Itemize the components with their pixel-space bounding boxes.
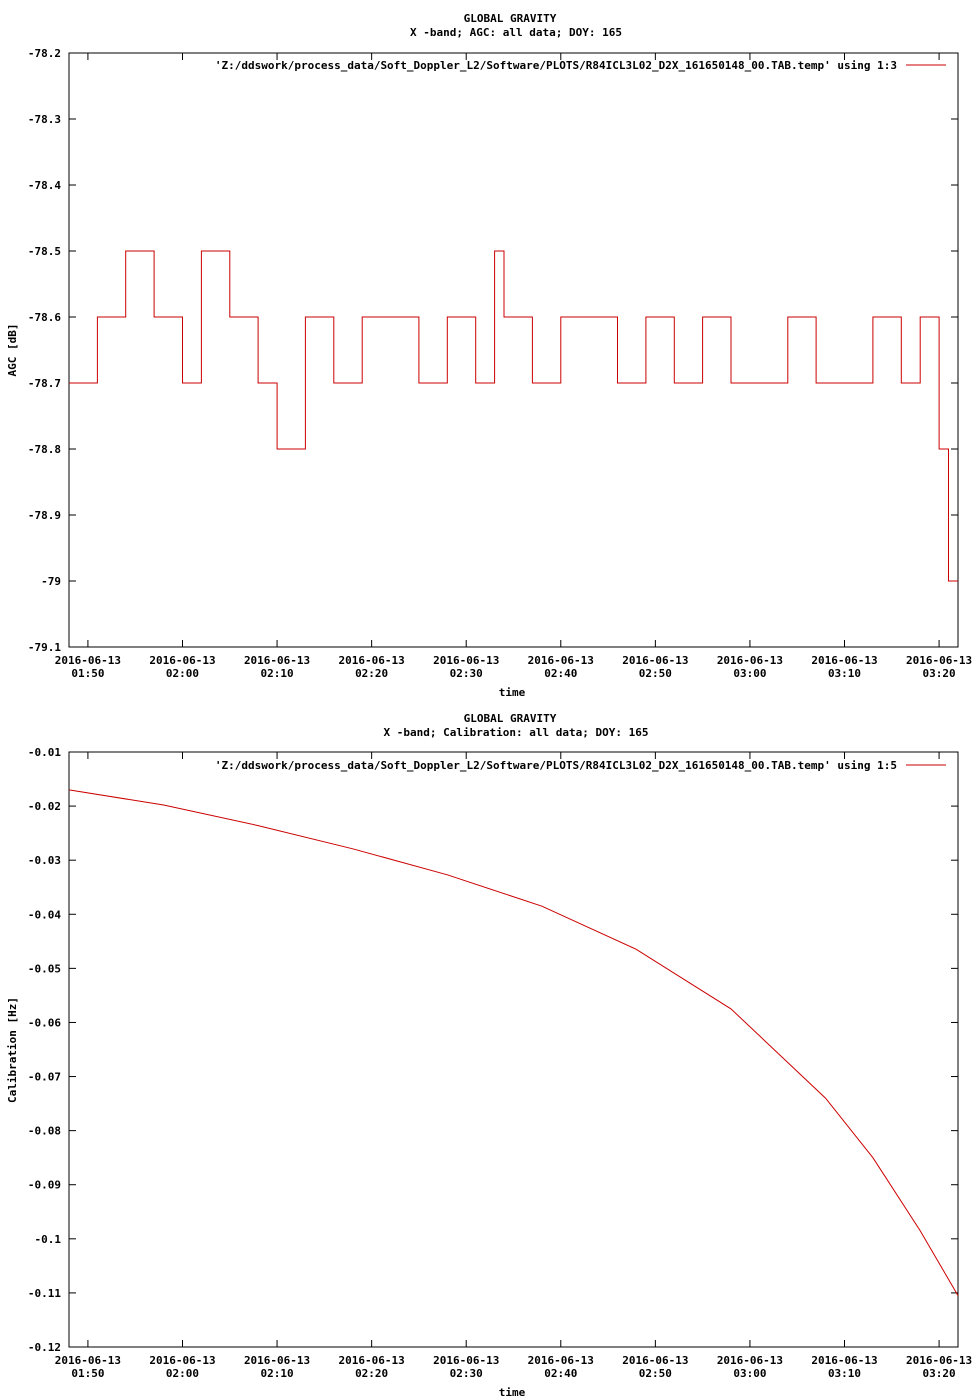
agc-y-tick-label: -78.8	[28, 443, 61, 456]
calibration-y-tick-label: -0.02	[28, 800, 61, 813]
calibration-x-tick-time: 02:20	[355, 1367, 388, 1380]
agc-x-tick-time: 02:50	[639, 667, 672, 680]
agc-x-tick-date: 2016-06-13	[528, 654, 594, 667]
calibration-x-tick-time: 01:50	[71, 1367, 104, 1380]
agc-y-tick-label: -78.3	[28, 113, 61, 126]
agc-x-tick-time: 02:30	[450, 667, 483, 680]
agc-x-tick-date: 2016-06-13	[149, 654, 215, 667]
agc-panel: GLOBAL GRAVITY X -band; AGC: all data; D…	[6, 12, 972, 699]
calibration-x-axis: 2016-06-1301:502016-06-1302:002016-06-13…	[55, 752, 972, 1380]
agc-x-axis-label: time	[499, 686, 526, 699]
calibration-y-tick-label: -0.05	[28, 962, 61, 975]
calibration-x-tick-time: 03:00	[733, 1367, 766, 1380]
agc-y-tick-label: -79	[41, 575, 61, 588]
calibration-x-tick-date: 2016-06-13	[622, 1354, 688, 1367]
agc-x-tick-time: 02:10	[261, 667, 294, 680]
agc-y-axis-label: AGC [dB]	[6, 324, 19, 377]
calibration-x-tick-time: 03:20	[923, 1367, 956, 1380]
calibration-y-tick-label: -0.09	[28, 1179, 61, 1192]
calibration-x-tick-time: 02:50	[639, 1367, 672, 1380]
agc-x-tick-time: 02:00	[166, 667, 199, 680]
calibration-x-axis-label: time	[499, 1386, 526, 1399]
calibration-chart-subtitle: X -band; Calibration: all data; DOY: 165	[384, 726, 649, 739]
agc-y-tick-label: -78.6	[28, 311, 61, 324]
agc-y-axis: -78.2 -78.3 -78.4 -78.5 -78.6 -78.7 -78.8 -78.9…	[28, 47, 958, 654]
agc-plot-frame	[68, 52, 959, 648]
agc-chart-subtitle: X -band; AGC: all data; DOY: 165	[410, 26, 622, 39]
calibration-x-tick-date: 2016-06-13	[339, 1354, 405, 1367]
calibration-y-tick-label: -0.01	[28, 746, 61, 759]
agc-x-tick-time: 01:50	[71, 667, 104, 680]
calibration-x-tick-date: 2016-06-13	[149, 1354, 215, 1367]
calibration-y-tick-label: -0.1	[35, 1233, 62, 1246]
calibration-chart-title: GLOBAL GRAVITY	[464, 712, 557, 725]
calibration-x-tick-time: 02:30	[450, 1367, 483, 1380]
calibration-y-axis-label: Calibration [Hz]	[6, 997, 19, 1103]
agc-y-tick-label: -78.9	[28, 509, 61, 522]
calibration-series-line	[68, 789, 959, 1296]
calibration-y-tick-label: -0.11	[28, 1287, 61, 1300]
calibration-y-tick-label: -0.06	[28, 1016, 61, 1029]
calibration-y-tick-label: -0.12	[28, 1341, 61, 1354]
agc-x-tick-date: 2016-06-13	[717, 654, 783, 667]
agc-y-tick-label: -79.1	[28, 641, 61, 654]
agc-legend-label: 'Z:/ddswork/process_data/Soft_Doppler_L2…	[215, 59, 897, 72]
agc-y-tick-label: -78.2	[28, 47, 61, 60]
calibration-x-tick-date: 2016-06-13	[528, 1354, 594, 1367]
calibration-plot-frame	[68, 751, 959, 1348]
agc-x-tick-date: 2016-06-13	[244, 654, 310, 667]
calibration-x-tick-time: 02:00	[166, 1367, 199, 1380]
agc-x-tick-time: 03:10	[828, 667, 861, 680]
agc-x-tick-date: 2016-06-13	[55, 654, 121, 667]
agc-chart-title: GLOBAL GRAVITY	[464, 12, 557, 25]
agc-x-tick-time: 02:20	[355, 667, 388, 680]
agc-x-tick-time: 03:00	[733, 667, 766, 680]
calibration-legend-label: 'Z:/ddswork/process_data/Soft_Doppler_L2…	[215, 759, 897, 772]
calibration-x-tick-date: 2016-06-13	[717, 1354, 783, 1367]
agc-x-tick-date: 2016-06-13	[622, 654, 688, 667]
agc-x-tick-date: 2016-06-13	[339, 654, 405, 667]
calibration-y-tick-label: -0.08	[28, 1125, 61, 1138]
agc-x-tick-date: 2016-06-13	[433, 654, 499, 667]
agc-x-tick-date: 2016-06-13	[906, 654, 972, 667]
calibration-x-tick-date: 2016-06-13	[433, 1354, 499, 1367]
agc-x-tick-date: 2016-06-13	[811, 654, 877, 667]
calibration-panel: GLOBAL GRAVITY X -band; Calibration: all…	[6, 712, 972, 1399]
agc-series-line	[69, 250, 958, 582]
calibration-y-axis: -0.01 -0.02 -0.03 -0.04 -0.05 -0.06 -0.07 -0.08…	[28, 746, 958, 1354]
agc-y-tick-label: -78.4	[28, 179, 61, 192]
calibration-x-tick-time: 02:10	[261, 1367, 294, 1380]
calibration-y-tick-label: -0.07	[28, 1071, 61, 1084]
agc-x-axis: 2016-06-1301:502016-06-1302:002016-06-13…	[55, 53, 972, 680]
agc-x-tick-time: 03:20	[923, 667, 956, 680]
calibration-x-tick-date: 2016-06-13	[906, 1354, 972, 1367]
calibration-x-tick-date: 2016-06-13	[244, 1354, 310, 1367]
calibration-x-tick-time: 02:40	[544, 1367, 577, 1380]
agc-y-tick-label: -78.5	[28, 245, 61, 258]
calibration-x-tick-date: 2016-06-13	[811, 1354, 877, 1367]
agc-x-tick-time: 02:40	[544, 667, 577, 680]
agc-y-tick-label: -78.7	[28, 377, 61, 390]
calibration-x-tick-time: 03:10	[828, 1367, 861, 1380]
calibration-x-tick-date: 2016-06-13	[55, 1354, 121, 1367]
calibration-y-tick-label: -0.04	[28, 908, 61, 921]
calibration-y-tick-label: -0.03	[28, 854, 61, 867]
